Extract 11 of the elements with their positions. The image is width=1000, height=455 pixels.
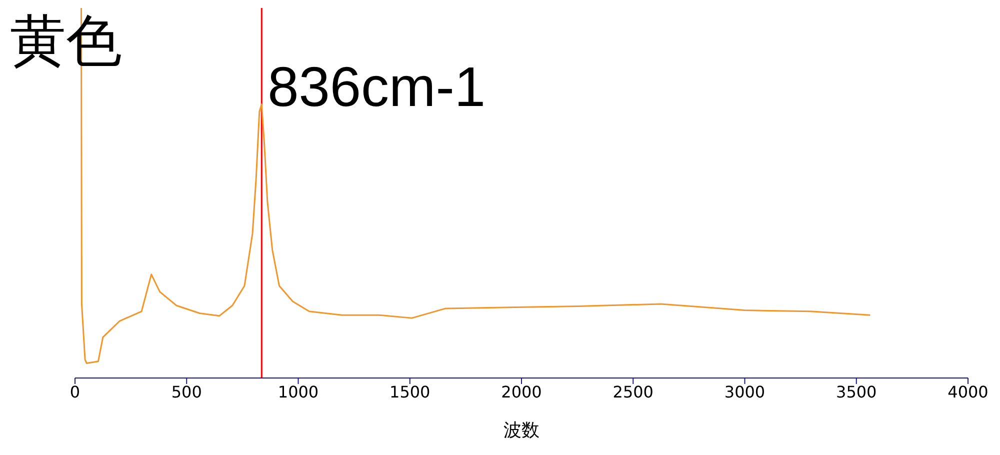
x-tick-label: 1000 [278,382,319,402]
x-tick-label: 500 [171,382,202,402]
x-tick-label: 1500 [390,382,430,402]
x-tick-label: 0 [70,382,80,402]
x-tick-label: 2000 [501,382,542,402]
x-tick-label: 3500 [836,382,877,402]
ref-line-label: 836cm-1 [268,55,486,118]
x-axis-title: 波数 [504,420,540,441]
x-tick-label: 3000 [724,382,766,402]
x-tick-label: 2500 [612,382,654,402]
x-tick-label: 4000 [948,382,988,402]
